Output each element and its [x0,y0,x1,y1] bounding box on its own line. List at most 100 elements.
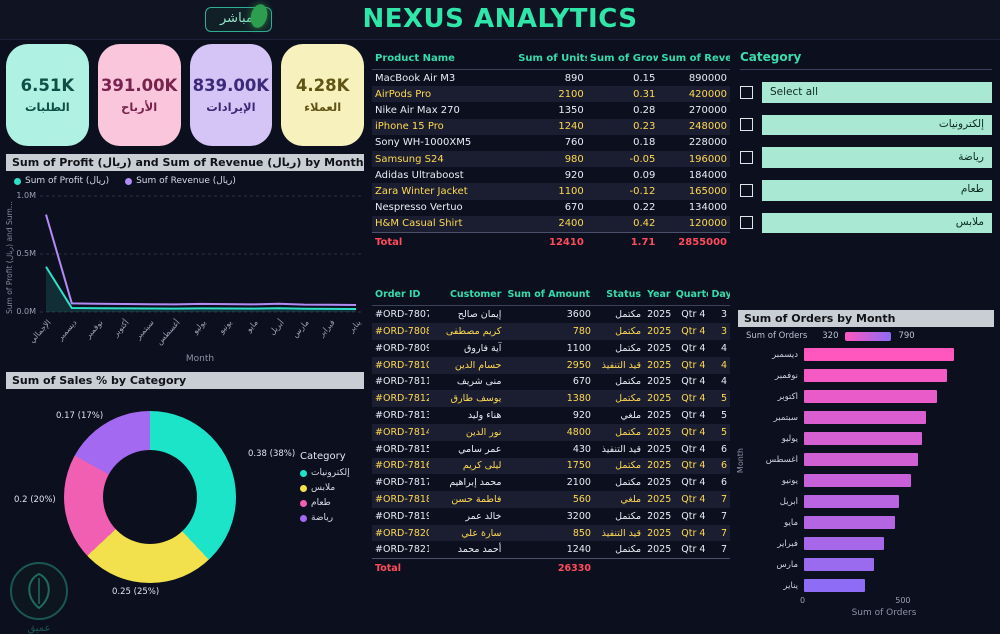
cell: 890000 [688,72,727,84]
bar-category-label: يوليو [781,433,798,444]
slicer-item-select-all[interactable]: Select all [740,82,992,103]
column-header[interactable]: Product Name [372,50,516,70]
column-header[interactable]: Customer [429,286,505,307]
column-header[interactable]: Sum of Amount (ريال) [504,286,594,307]
column-header[interactable]: Day [708,286,730,307]
x-axis-tick: 0 [800,596,806,605]
cell: 196000 [658,150,730,168]
table-row[interactable]: Adidas Ultraboost 920 0.09 184000 [372,167,730,183]
orders-bar[interactable] [804,537,884,550]
x-axis-label: أبريل [267,318,286,337]
cell: 2100 [515,86,587,103]
table-row[interactable]: AirPods Pro 2100 0.31 420000 [372,86,730,103]
table-row[interactable]: MacBook Air M3 890 0.15 890000 [372,70,730,87]
bar-track [804,453,994,466]
cell: 2025 [647,410,672,422]
slicer-item-label: إلكترونيات [762,114,992,136]
table-row[interactable]: H&M Casual Shirt 2400 0.42 120000 [372,215,730,233]
table-row[interactable]: #ORD-7815 عمر سامي 430 قيد التنفيذ 2025 Qtr 4… [372,441,730,458]
cell: 2025 [644,423,673,441]
slicer-item-label: طعام [762,179,992,201]
column-header[interactable]: Order ID [372,286,430,307]
column-header[interactable]: Year [644,286,673,307]
kpi-card-orders[interactable]: 6.51K الطلبات [6,44,89,146]
slicer-item-1[interactable]: إلكترونيات [740,114,992,136]
table-row[interactable]: Zara Winter Jacket 1100 -0.12 165000 [372,183,730,200]
bar-category-label: سبتمبر [773,412,798,423]
bar-row: يوليو [750,428,994,449]
table-row[interactable]: Sony WH-1000XM5 760 0.18 228000 [372,135,730,151]
cell: 5 [708,423,730,441]
cell: منى شريف [456,376,502,388]
line-chart-legend: Sum of Profit (ريال) Sum of Revenue (ريال… [6,171,364,188]
donut-legend-item[interactable]: إلكترونيات [300,468,350,478]
orders-bar[interactable] [804,369,947,382]
donut-legend-item[interactable]: ملابس [300,483,350,493]
orders-bar[interactable] [804,516,896,529]
table-row[interactable]: #ORD-7813 هناء وليد 920 ملغي 2025 Qtr 4 5 [372,407,730,424]
cell: 1100 [515,183,587,200]
table-row[interactable]: #ORD-7809 آية فاروق 1100 مكتمل 2025 Qtr 4 4 [372,340,730,357]
orders-bar[interactable] [804,579,865,592]
kpi-card-customers[interactable]: 4.28K العملاء [281,44,364,146]
column-header[interactable]: Status [593,286,645,307]
slicer-item-3[interactable]: طعام [740,179,992,201]
orders-bar[interactable] [804,411,926,424]
table-row[interactable]: Nike Air Max 270 1350 0.28 270000 [372,102,730,118]
legend-item[interactable]: Sum of Revenue (ريال) [125,176,236,186]
orders-bar[interactable] [804,558,875,571]
donut-ring[interactable] [64,411,236,583]
orders-bar[interactable] [804,495,900,508]
table-row[interactable]: #ORD-7810 حسام الدين 2950 قيد التنفيذ 2025 Qt… [372,356,730,374]
table-row[interactable]: #ORD-7807 إيمان صالح 3600 مكتمل 2025 Qtr 4 3 [372,306,730,323]
column-header[interactable]: Sum of Units Sold [515,50,587,70]
table-total-row: Total 12410 1.71 2855000 [372,231,730,251]
table-row[interactable]: iPhone 15 Pro 1240 0.23 248000 [372,118,730,135]
cell: مكتمل [615,342,642,354]
cell: مكتمل [615,510,642,522]
checkbox-icon[interactable] [740,216,753,230]
donut-legend-item[interactable]: طعام [300,498,350,508]
checkbox-icon[interactable] [740,151,753,165]
checkbox-icon[interactable] [740,183,753,197]
cell: 2025 [647,477,672,489]
orders-bar[interactable] [804,432,923,445]
cell: 980 [515,150,587,168]
kpi-card-revenue[interactable]: 839.00K الإيرادات [189,44,273,146]
table-row[interactable]: #ORD-7821 أحمد محمد 1240 مكتمل 2025 Qtr 4 7 [372,541,730,558]
checkbox-icon[interactable] [740,85,753,99]
slicer-item-2[interactable]: رياضة [740,147,992,168]
x-axis-label: الإجمالي [27,318,53,345]
checkbox-icon[interactable] [740,118,753,132]
table-row[interactable]: Samsung S24 980 -0.05 196000 [372,150,730,168]
slicer-item-4[interactable]: ملابس [740,212,992,234]
table-row[interactable]: Nespresso Vertuo 670 0.22 134000 [372,200,730,216]
cell: 430 [572,443,591,455]
line-chart-plot: 1.0M 0.5M 0.0M [6,188,364,316]
table-row[interactable]: #ORD-7820 سارة علي 850 قيد التنفيذ 2025 Qtr 4… [372,524,730,542]
cell: 7 [720,510,727,522]
table-row[interactable]: #ORD-7817 محمد إبراهيم 2100 مكتمل 2025 Qtr 4 6 [372,474,730,491]
x-axis-label: مايو [243,318,260,334]
orders-bar[interactable] [804,453,919,466]
cell: 2025 [644,356,673,374]
table-row[interactable]: #ORD-7811 منى شريف 670 مكتمل 2025 Qtr 4 4 [372,374,730,391]
cell: قيد التنفيذ [601,443,642,455]
kpi-card-profit[interactable]: 391.00K الأرباح [97,44,181,146]
donut-legend-item[interactable]: رياضة [300,513,350,523]
column-header[interactable]: Quarter [672,286,709,307]
column-header[interactable]: Sum of Revenue (ريال) ▼ [658,50,730,70]
column-header[interactable]: Sum of Growth % [586,50,659,70]
orders-bar[interactable] [804,390,938,403]
table-row[interactable]: #ORD-7819 خالد عمر 3200 مكتمل 2025 Qtr 4 7 [372,508,730,525]
legend-item[interactable]: Sum of Profit (ريال) [14,176,109,186]
cell: 120000 [658,215,730,233]
orders-bar[interactable] [804,348,955,361]
total-cell: Total [372,231,516,251]
orders-bar[interactable] [804,474,911,487]
